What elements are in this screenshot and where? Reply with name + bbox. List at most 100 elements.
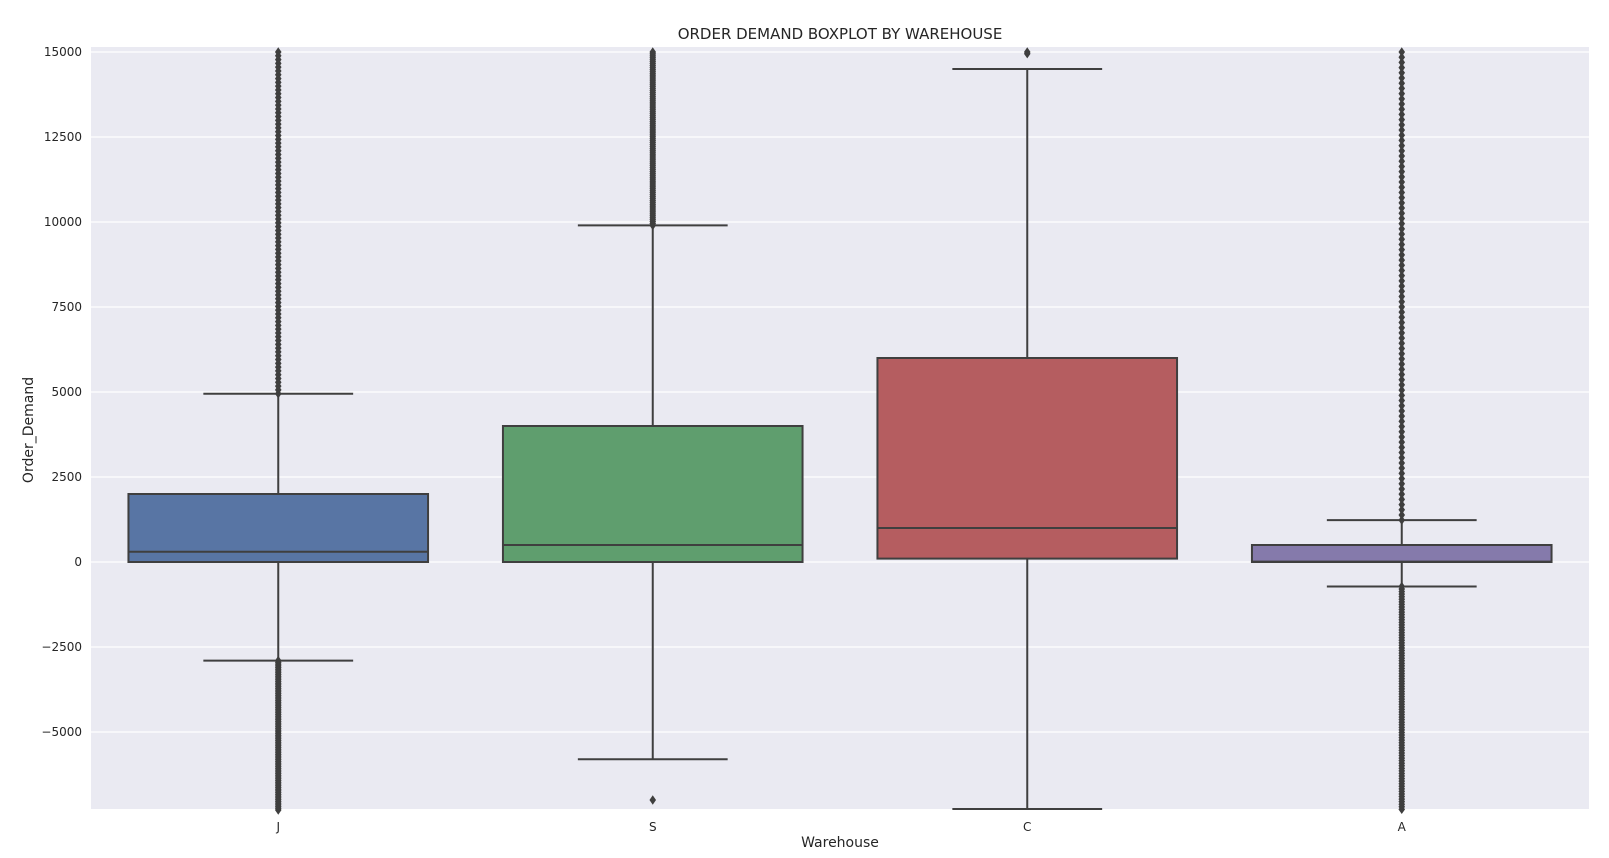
outlier-point: [1398, 276, 1406, 286]
outlier-point: [1398, 468, 1406, 479]
outlier-point: [1398, 510, 1406, 520]
outlier-point: [1398, 581, 1406, 592]
y-axis-label: Order_Demand: [21, 377, 37, 483]
y-tick-labels: −5000 −2500 0 2500 5000 7500 10000 12500 15000: [41, 45, 82, 739]
outlier-point: [1398, 135, 1406, 146]
chart-title: ORDER DEMAND BOXPLOT BY WAREHOUSE: [678, 25, 1003, 43]
outlier-point: [1398, 453, 1406, 463]
outlier-point: [1398, 385, 1406, 395]
outlier-point: [1398, 177, 1406, 187]
outlier-point: [1398, 505, 1406, 515]
outlier-point: [1398, 270, 1406, 281]
outlier-point: [1398, 442, 1406, 453]
outlier-point: [1398, 88, 1406, 99]
outlier-point: [1398, 369, 1406, 380]
outlier-point: [1398, 83, 1406, 94]
outlier-point: [1398, 349, 1406, 359]
outlier-point: [649, 47, 657, 57]
outlier-point: [1398, 192, 1406, 203]
outlier-point: [1398, 265, 1406, 276]
outlier-point: [1398, 359, 1406, 369]
outlier-point: [1398, 328, 1406, 338]
box-body: [501, 425, 804, 563]
outlier-point: [1398, 198, 1406, 208]
y-tick-label: 2500: [51, 470, 82, 484]
outlier-point: [1398, 151, 1406, 161]
outlier-point: [1398, 104, 1406, 114]
outlier-point: [649, 795, 657, 805]
outlier-point: [1398, 515, 1406, 525]
outlier-point: [1398, 401, 1406, 411]
box-S: [501, 47, 804, 805]
outlier-point: [1398, 146, 1406, 156]
outlier-point: [1398, 94, 1406, 104]
outlier-point: [1398, 140, 1406, 151]
outlier-point: [1398, 473, 1406, 484]
outlier-point: [1398, 302, 1406, 312]
y-tick-label: 7500: [51, 300, 82, 314]
outlier-point: [1398, 47, 1406, 57]
outlier-point: [1398, 182, 1406, 192]
outlier-point: [1398, 120, 1406, 130]
outlier-point: [1398, 208, 1406, 218]
outlier-point: [1398, 390, 1406, 401]
outlier-point: [1398, 109, 1406, 120]
outlier-point: [1398, 333, 1406, 343]
outlier-point: [1398, 281, 1406, 291]
outlier-point: [1398, 479, 1406, 489]
outlier-point: [1398, 296, 1406, 307]
outlier-point: [1398, 354, 1406, 364]
y-tick-label: 15000: [44, 45, 82, 59]
box-A: [1250, 47, 1553, 815]
y-tick-label: −5000: [41, 725, 82, 739]
outlier-point: [1398, 255, 1406, 265]
outlier-point: [1398, 447, 1406, 458]
outlier-point: [1398, 380, 1406, 390]
outlier-point: [1398, 375, 1406, 385]
outlier-point: [1398, 224, 1406, 234]
box-body: [127, 493, 430, 563]
outlier-point: [1398, 78, 1406, 88]
outlier-point: [1398, 406, 1406, 416]
outlier-point: [1398, 187, 1406, 198]
outlier-point: [1398, 166, 1406, 177]
outlier-point: [1398, 421, 1406, 432]
outlier-point: [1398, 218, 1406, 229]
outlier-point: [1398, 432, 1406, 442]
outlier-point: [1398, 99, 1406, 109]
x-tick-label: J: [275, 820, 280, 834]
y-tick-label: 0: [74, 555, 82, 569]
outlier-point: [1398, 364, 1406, 375]
outlier-point: [1398, 323, 1406, 333]
outlier-point: [1398, 260, 1406, 270]
outlier-point: [1398, 286, 1406, 296]
outlier-point: [1398, 239, 1406, 250]
outlier-point: [1398, 156, 1406, 166]
outlier-point: [1398, 494, 1406, 505]
outlier-point: [1398, 125, 1406, 135]
outlier-point: [274, 655, 282, 666]
outlier-point: [1398, 172, 1406, 182]
y-tick-label: 10000: [44, 215, 82, 229]
outlier-point: [1398, 416, 1406, 427]
outlier-point: [1398, 499, 1406, 510]
outlier-point: [1398, 317, 1406, 328]
plot-background: [91, 47, 1589, 809]
outlier-point: [1398, 484, 1406, 494]
box-body: [876, 357, 1179, 560]
outlier-point: [1398, 250, 1406, 260]
box-C: [876, 47, 1179, 810]
outlier-point: [1398, 411, 1406, 421]
outlier-point: [1398, 161, 1406, 172]
outlier-point: [1398, 244, 1406, 255]
x-tick-label: S: [649, 820, 657, 834]
x-tick-label: C: [1023, 820, 1031, 834]
outlier-point: [1398, 463, 1406, 473]
y-tick-label: 12500: [44, 130, 82, 144]
boxes: [127, 47, 1553, 815]
outlier-point: [1398, 57, 1406, 68]
outlier-point: [1398, 114, 1406, 125]
outlier-point: [1398, 213, 1406, 224]
outlier-point: [1398, 395, 1406, 406]
